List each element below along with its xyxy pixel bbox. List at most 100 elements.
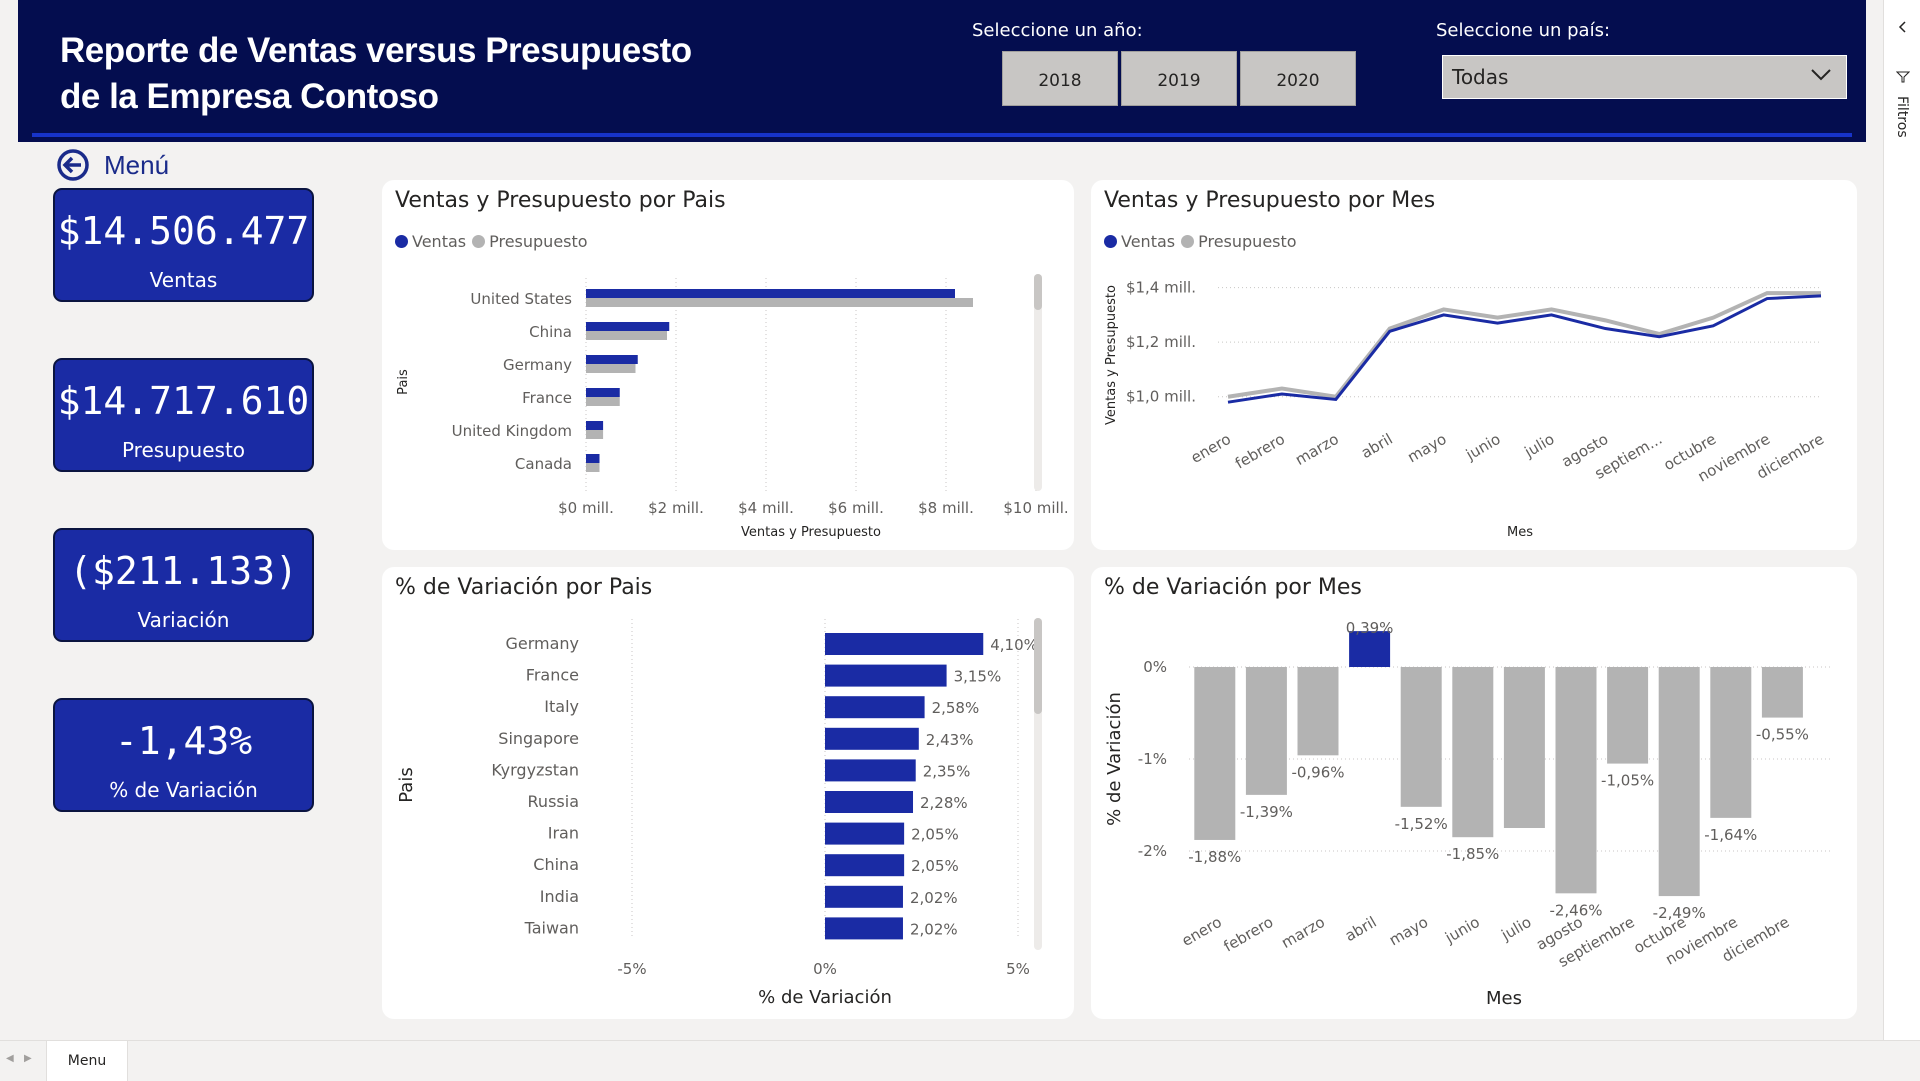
chart-title: % de Variación por Pais	[395, 575, 653, 600]
bar-variacion	[825, 917, 903, 940]
data-label: -1,85%	[1446, 845, 1499, 863]
x-tick-label: $6 mill.	[828, 499, 884, 517]
x-tick-label: $2 mill.	[648, 499, 704, 517]
chart-ventas-presupuesto-pais[interactable]: Ventas y Presupuesto por Pais Ventas Pre…	[382, 180, 1074, 550]
chart-plot: $0 mill. $2 mill. $4 mill. $6 mill. $8 mill.…	[396, 274, 1069, 540]
y-category-label: China	[533, 855, 579, 874]
filters-pane-collapsed[interactable]: Filtros	[1883, 0, 1920, 1040]
data-label: 2,02%	[910, 889, 958, 907]
y-category-label: Canada	[515, 455, 572, 473]
x-tick-label: 0%	[813, 960, 837, 978]
y-category-label: Russia	[528, 792, 579, 811]
bar-variacion-mes	[1452, 667, 1494, 838]
tab-prev-icon[interactable]: ◀	[6, 1053, 14, 1064]
y-axis-title: Pais	[396, 767, 417, 802]
x-tick-label: mayo	[1386, 913, 1431, 950]
bar-variacion-mes	[1555, 667, 1597, 894]
chart-plot: 0% -1% -2% -1,88% enero -1,39% febrero -0,96% ma…	[1104, 619, 1831, 1009]
bar-presupuesto	[586, 463, 600, 472]
menu-back-button[interactable]: Menú	[56, 148, 169, 182]
legend-item-ventas: Ventas	[1104, 232, 1175, 251]
data-label: 2,35%	[923, 762, 971, 780]
x-tick-label: abril	[1358, 430, 1396, 462]
year-button-2019[interactable]: 2019	[1121, 51, 1237, 106]
bar-presupuesto	[586, 397, 620, 406]
bar-variacion	[825, 696, 925, 719]
bar-variacion	[825, 664, 947, 687]
x-tick-label: marzo	[1278, 913, 1328, 952]
chart-ventas-presupuesto-mes[interactable]: Ventas y Presupuesto por Mes Ventas Pres…	[1091, 180, 1857, 550]
x-tick-label: julio	[1521, 430, 1558, 462]
data-label: 2,02%	[910, 920, 958, 938]
x-tick-label: junio	[1462, 430, 1504, 464]
chevron-down-icon	[1811, 69, 1831, 81]
kpi-label: Ventas	[149, 268, 218, 292]
scrollbar-thumb	[1034, 274, 1042, 310]
data-label: -1,64%	[1704, 826, 1757, 844]
chart-title: Ventas y Presupuesto por Mes	[1104, 188, 1436, 213]
y-axis-title: Pais	[396, 369, 411, 395]
y-tick-label: $1,0 mill.	[1126, 388, 1196, 406]
line-presupuesto	[1227, 291, 1821, 399]
year-slicer-label: Seleccione un año:	[972, 20, 1143, 41]
year-button-2018[interactable]: 2018	[1002, 51, 1118, 106]
y-tick-label: $1,2 mill.	[1126, 333, 1196, 351]
bar-presupuesto	[586, 331, 667, 340]
title-line-1: Reporte de Ventas versus Presupuesto	[60, 31, 692, 70]
bar-presupuesto	[586, 364, 636, 373]
bar-variacion	[825, 885, 903, 908]
bar-presupuesto	[586, 430, 604, 439]
header-banner: Reporte de Ventas versus Presupuesto de …	[18, 0, 1866, 142]
x-tick-label: $8 mill.	[918, 499, 974, 517]
legend-dot-icon	[1181, 235, 1195, 248]
country-slicer-label: Seleccione un país:	[1436, 20, 1611, 41]
data-label: -0,55%	[1756, 726, 1809, 744]
bar-variacion-mes	[1761, 667, 1803, 718]
kpi-card-variacion: ($211.133) Variación	[53, 528, 314, 642]
y-category-label: India	[540, 887, 579, 906]
kpi-value: ($211.133)	[69, 549, 298, 593]
bar-variacion-mes	[1297, 667, 1339, 756]
chart-variacion-pais[interactable]: % de Variación por Pais -5% 0% 5% Germany 4,…	[382, 567, 1074, 1019]
y-category-label: Kyrgyzstan	[491, 760, 579, 779]
data-label: 4,10%	[990, 636, 1038, 654]
legend-item-presupuesto: Presupuesto	[1181, 232, 1297, 251]
tab-next-icon[interactable]: ▶	[24, 1053, 32, 1064]
bar-variacion-mes	[1349, 631, 1391, 667]
x-tick-label: -5%	[617, 960, 646, 978]
report-canvas: Reporte de Ventas versus Presupuesto de …	[18, 0, 1866, 1038]
page-tab-bar: ◀ ▶ Menu	[0, 1040, 1920, 1081]
y-category-label: China	[529, 323, 572, 341]
tab-menu[interactable]: Menu	[46, 1041, 128, 1081]
bar-variacion-mes	[1503, 667, 1545, 828]
x-tick-label: 5%	[1006, 960, 1030, 978]
data-label: 2,58%	[932, 699, 980, 717]
bar-variacion-mes	[1400, 667, 1442, 807]
page-title: Reporte de Ventas versus Presupuesto de …	[60, 28, 692, 120]
x-tick-label: $0 mill.	[558, 499, 614, 517]
y-category-label: France	[526, 666, 579, 685]
chevron-left-icon[interactable]	[1896, 20, 1910, 34]
bar-ventas	[586, 289, 955, 298]
legend-dot-icon	[395, 235, 408, 248]
bar-variacion-mes	[1710, 667, 1752, 818]
year-button-2020[interactable]: 2020	[1240, 51, 1356, 106]
chart-title: % de Variación por Mes	[1104, 575, 1362, 600]
bar-variacion	[825, 727, 919, 750]
x-tick-label: febrero	[1232, 430, 1288, 473]
country-dropdown[interactable]: Todas	[1442, 55, 1847, 99]
x-axis-title: Mes	[1486, 988, 1522, 1009]
y-category-label: France	[522, 389, 572, 407]
data-label: -1,88%	[1188, 848, 1241, 866]
bar-variacion-mes	[1658, 667, 1700, 897]
filters-label: Filtros	[1894, 96, 1910, 138]
chart-variacion-mes[interactable]: % de Variación por Mes 0% -1% -2% -1,88% ene…	[1091, 567, 1857, 1019]
legend-item-presupuesto: Presupuesto	[472, 232, 588, 251]
x-tick-label: enero	[1188, 430, 1234, 467]
bar-variacion-mes	[1245, 667, 1287, 795]
data-label: 2,28%	[920, 794, 968, 812]
chart-plot: $1,0 mill. $1,2 mill. $1,4 mill. enerofebre…	[1104, 279, 1827, 540]
chart-plot: -5% 0% 5% Germany 4,10% France 3,15% Italy 2,58%…	[396, 618, 1042, 1008]
y-category-label: Germany	[505, 634, 579, 653]
y-tick-label: -1%	[1138, 750, 1167, 768]
